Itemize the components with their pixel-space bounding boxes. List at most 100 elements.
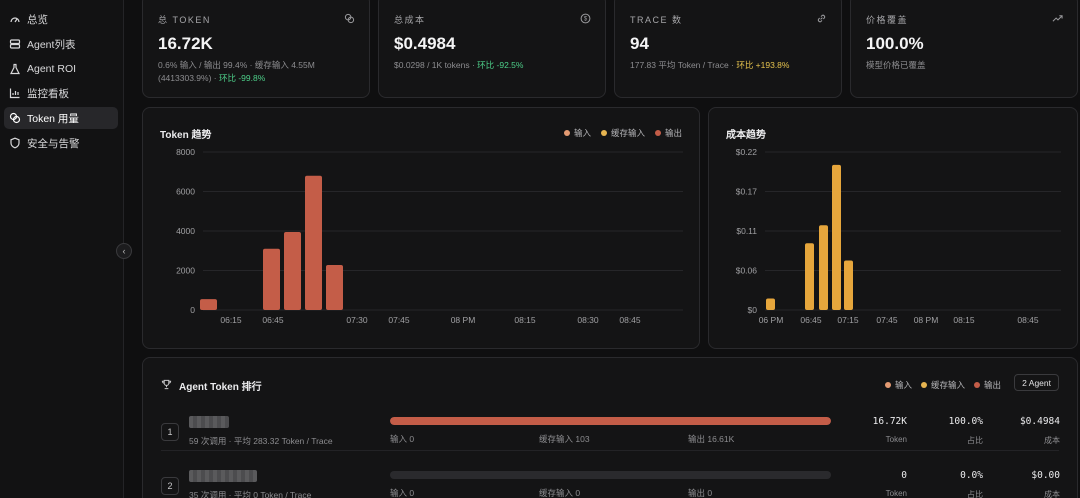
shield-icon — [9, 137, 21, 149]
agent-sub: 35 次调用 · 平均 0 Token / Trace — [189, 490, 312, 498]
cost-trend-card: 成本趋势 $0.22 $0.17 $0.11 $0.06 $0 06 PM 06:45 07:… — [708, 107, 1078, 349]
x-tick-label: 08 PM — [914, 315, 939, 325]
agent-sub: 59 次调用 · 平均 283.32 Token / Trace — [189, 436, 333, 446]
sidebar-item-label: Agent ROI — [27, 63, 77, 75]
chart-bar — [284, 231, 301, 310]
stat-sub-text: $0.0298 / 1K tokens · — [394, 60, 478, 70]
stat-card-total-token: 总 TOKEN 16.72K 0.6% 输入 / 输出 99.4% · 缓存输入… — [142, 0, 370, 98]
sidebar-item-token-usage[interactable]: Token 用量 — [4, 107, 118, 129]
token-share-bar — [390, 471, 831, 479]
stat-card-price-coverage: 价格覆盖 100.0% 模型价格已覆盖 — [850, 0, 1078, 98]
table-row[interactable]: 2 35 次调用 · 平均 0 Token / Trace 输入 0 缓存输入 … — [143, 463, 1077, 498]
agent-count-badge: 2 Agent — [1014, 374, 1059, 391]
x-tick-label: 08:30 — [577, 315, 599, 325]
stat-label: 价格覆盖 — [866, 15, 909, 25]
output-label: 输出 16.61K — [688, 434, 735, 444]
chart-bar — [263, 248, 280, 310]
chevron-left-icon: ‹ — [122, 246, 126, 256]
stat-change: 环比 -99.8% — [218, 73, 266, 83]
x-tick-label: 08:45 — [1017, 315, 1039, 325]
y-tick-label: $0.11 — [736, 226, 757, 236]
token-trend-card: Token 趋势 输入 缓存输入 输出 8000 6000 4000 2000 0 06:… — [142, 107, 700, 349]
agent-name-redacted — [189, 470, 257, 482]
legend-item-output[interactable]: 输出 — [654, 127, 682, 139]
stat-sub-line1: 0.6% 输入 / 输出 99.4% · 缓存输入 4.55M — [158, 60, 315, 70]
chart-bar — [200, 299, 217, 310]
y-tick-label: $0.22 — [736, 147, 758, 157]
legend-item-output: 输出 — [973, 379, 1001, 391]
stat-sub-text: 177.83 平均 Token / Trace · — [630, 60, 737, 70]
chart-bar — [832, 164, 841, 310]
stat-change: 环比 -92.5% — [477, 60, 524, 70]
sidebar-item-label: Agent列表 — [27, 38, 76, 51]
legend-item-input: 输入 — [884, 379, 912, 391]
trend-up-icon — [1052, 13, 1063, 24]
chart-bar — [326, 264, 343, 310]
gauge-icon — [9, 13, 21, 25]
metric-token: 0 Token — [885, 470, 907, 498]
cache-input-label: 缓存输入 0 — [539, 488, 581, 498]
metric-share: 100.0% 占比 — [948, 416, 983, 445]
y-tick-label: 6000 — [176, 187, 195, 197]
sidebar-item-agent-roi[interactable]: Agent ROI — [4, 58, 118, 80]
output-label: 输出 0 — [688, 488, 713, 498]
x-tick-label: 06:45 — [800, 315, 822, 325]
table-row[interactable]: 1 59 次调用 · 平均 283.32 Token / Trace 输入 0 … — [143, 409, 1077, 461]
agent-name-redacted — [189, 416, 229, 428]
rank-number: 2 — [161, 477, 179, 495]
chart-title: Token 趋势 — [160, 130, 212, 141]
stat-value: 16.72K — [158, 34, 213, 53]
token-trend-chart: 8000 6000 4000 2000 0 06:15 06:45 07:30 07:45 08 … — [176, 147, 683, 325]
metric-cost: $0.00 成本 — [1031, 470, 1060, 498]
row-divider — [161, 450, 1059, 451]
link-icon — [816, 13, 827, 24]
stat-label: 总 TOKEN — [158, 15, 211, 25]
chart-bar — [305, 175, 322, 310]
sidebar-collapse-button[interactable]: ‹ — [116, 243, 132, 259]
legend-item-input[interactable]: 输入 — [563, 127, 591, 139]
stat-sub: 0.6% 输入 / 输出 99.4% · 缓存输入 4.55M (4413303… — [158, 59, 358, 85]
stat-card-trace-count: TRACE 数 94 177.83 平均 Token / Trace · 环比 … — [614, 0, 842, 98]
chart-title: 成本趋势 — [726, 130, 766, 141]
input-label: 输入 0 — [390, 434, 415, 444]
sidebar-item-label: Token 用量 — [27, 112, 79, 125]
stat-sub: 177.83 平均 Token / Trace · 环比 +193.8% — [630, 59, 830, 72]
x-tick-label: 06:45 — [262, 315, 284, 325]
sidebar-item-security[interactable]: 安全与告警 — [4, 132, 118, 154]
ranking-title: Agent Token 排行 — [161, 378, 262, 393]
stat-label: TRACE 数 — [630, 15, 683, 25]
input-label: 输入 0 — [390, 488, 415, 498]
stat-card-total-cost: 总成本 $ $0.4984 $0.0298 / 1K tokens · 环比 -… — [378, 0, 606, 98]
svg-text:$: $ — [584, 17, 588, 23]
agent-ranking-card: Agent Token 排行 输入 缓存输入 输出 2 Agent 1 59 次… — [142, 357, 1078, 498]
stat-value: 100.0% — [866, 34, 924, 53]
x-tick-label: 06 PM — [759, 315, 784, 325]
metric-token: 16.72K Token — [872, 416, 907, 444]
token-share-fill — [390, 417, 831, 425]
x-tick-label: 08 PM — [451, 315, 476, 325]
stat-sub: 模型价格已覆盖 — [866, 60, 926, 70]
sidebar-item-agent-list[interactable]: Agent列表 — [4, 33, 118, 55]
coins-icon — [344, 13, 355, 24]
stat-value: $0.4984 — [394, 34, 456, 53]
sidebar-item-monitor[interactable]: 监控看板 — [4, 82, 118, 104]
chart-icon — [9, 87, 21, 99]
stat-value: 94 — [630, 34, 649, 53]
legend-item-cache-input[interactable]: 缓存输入 — [600, 127, 645, 139]
legend-item-cache-input: 缓存输入 — [920, 379, 965, 391]
stat-sub-line2: (4413303.9%) · — [158, 73, 219, 83]
stat-sub: $0.0298 / 1K tokens · 环比 -92.5% — [394, 59, 594, 72]
metric-share: 0.0% 占比 — [960, 470, 983, 498]
x-tick-label: 08:15 — [953, 315, 975, 325]
x-tick-label: 08:15 — [514, 315, 536, 325]
dollar-circle-icon: $ — [580, 13, 591, 24]
sidebar: 总览 Agent列表 Agent ROI 监控看板 Token 用量 安全与告警 — [0, 0, 124, 498]
x-tick-label: 07:15 — [837, 315, 859, 325]
chart-bar — [805, 243, 814, 310]
flask-icon — [9, 63, 21, 75]
x-tick-label: 07:45 — [388, 315, 410, 325]
sidebar-item-label: 监控看板 — [27, 87, 69, 100]
sidebar-item-overview[interactable]: 总览 — [4, 8, 118, 30]
coins-icon — [9, 112, 21, 124]
cache-input-label: 缓存输入 103 — [539, 434, 590, 444]
